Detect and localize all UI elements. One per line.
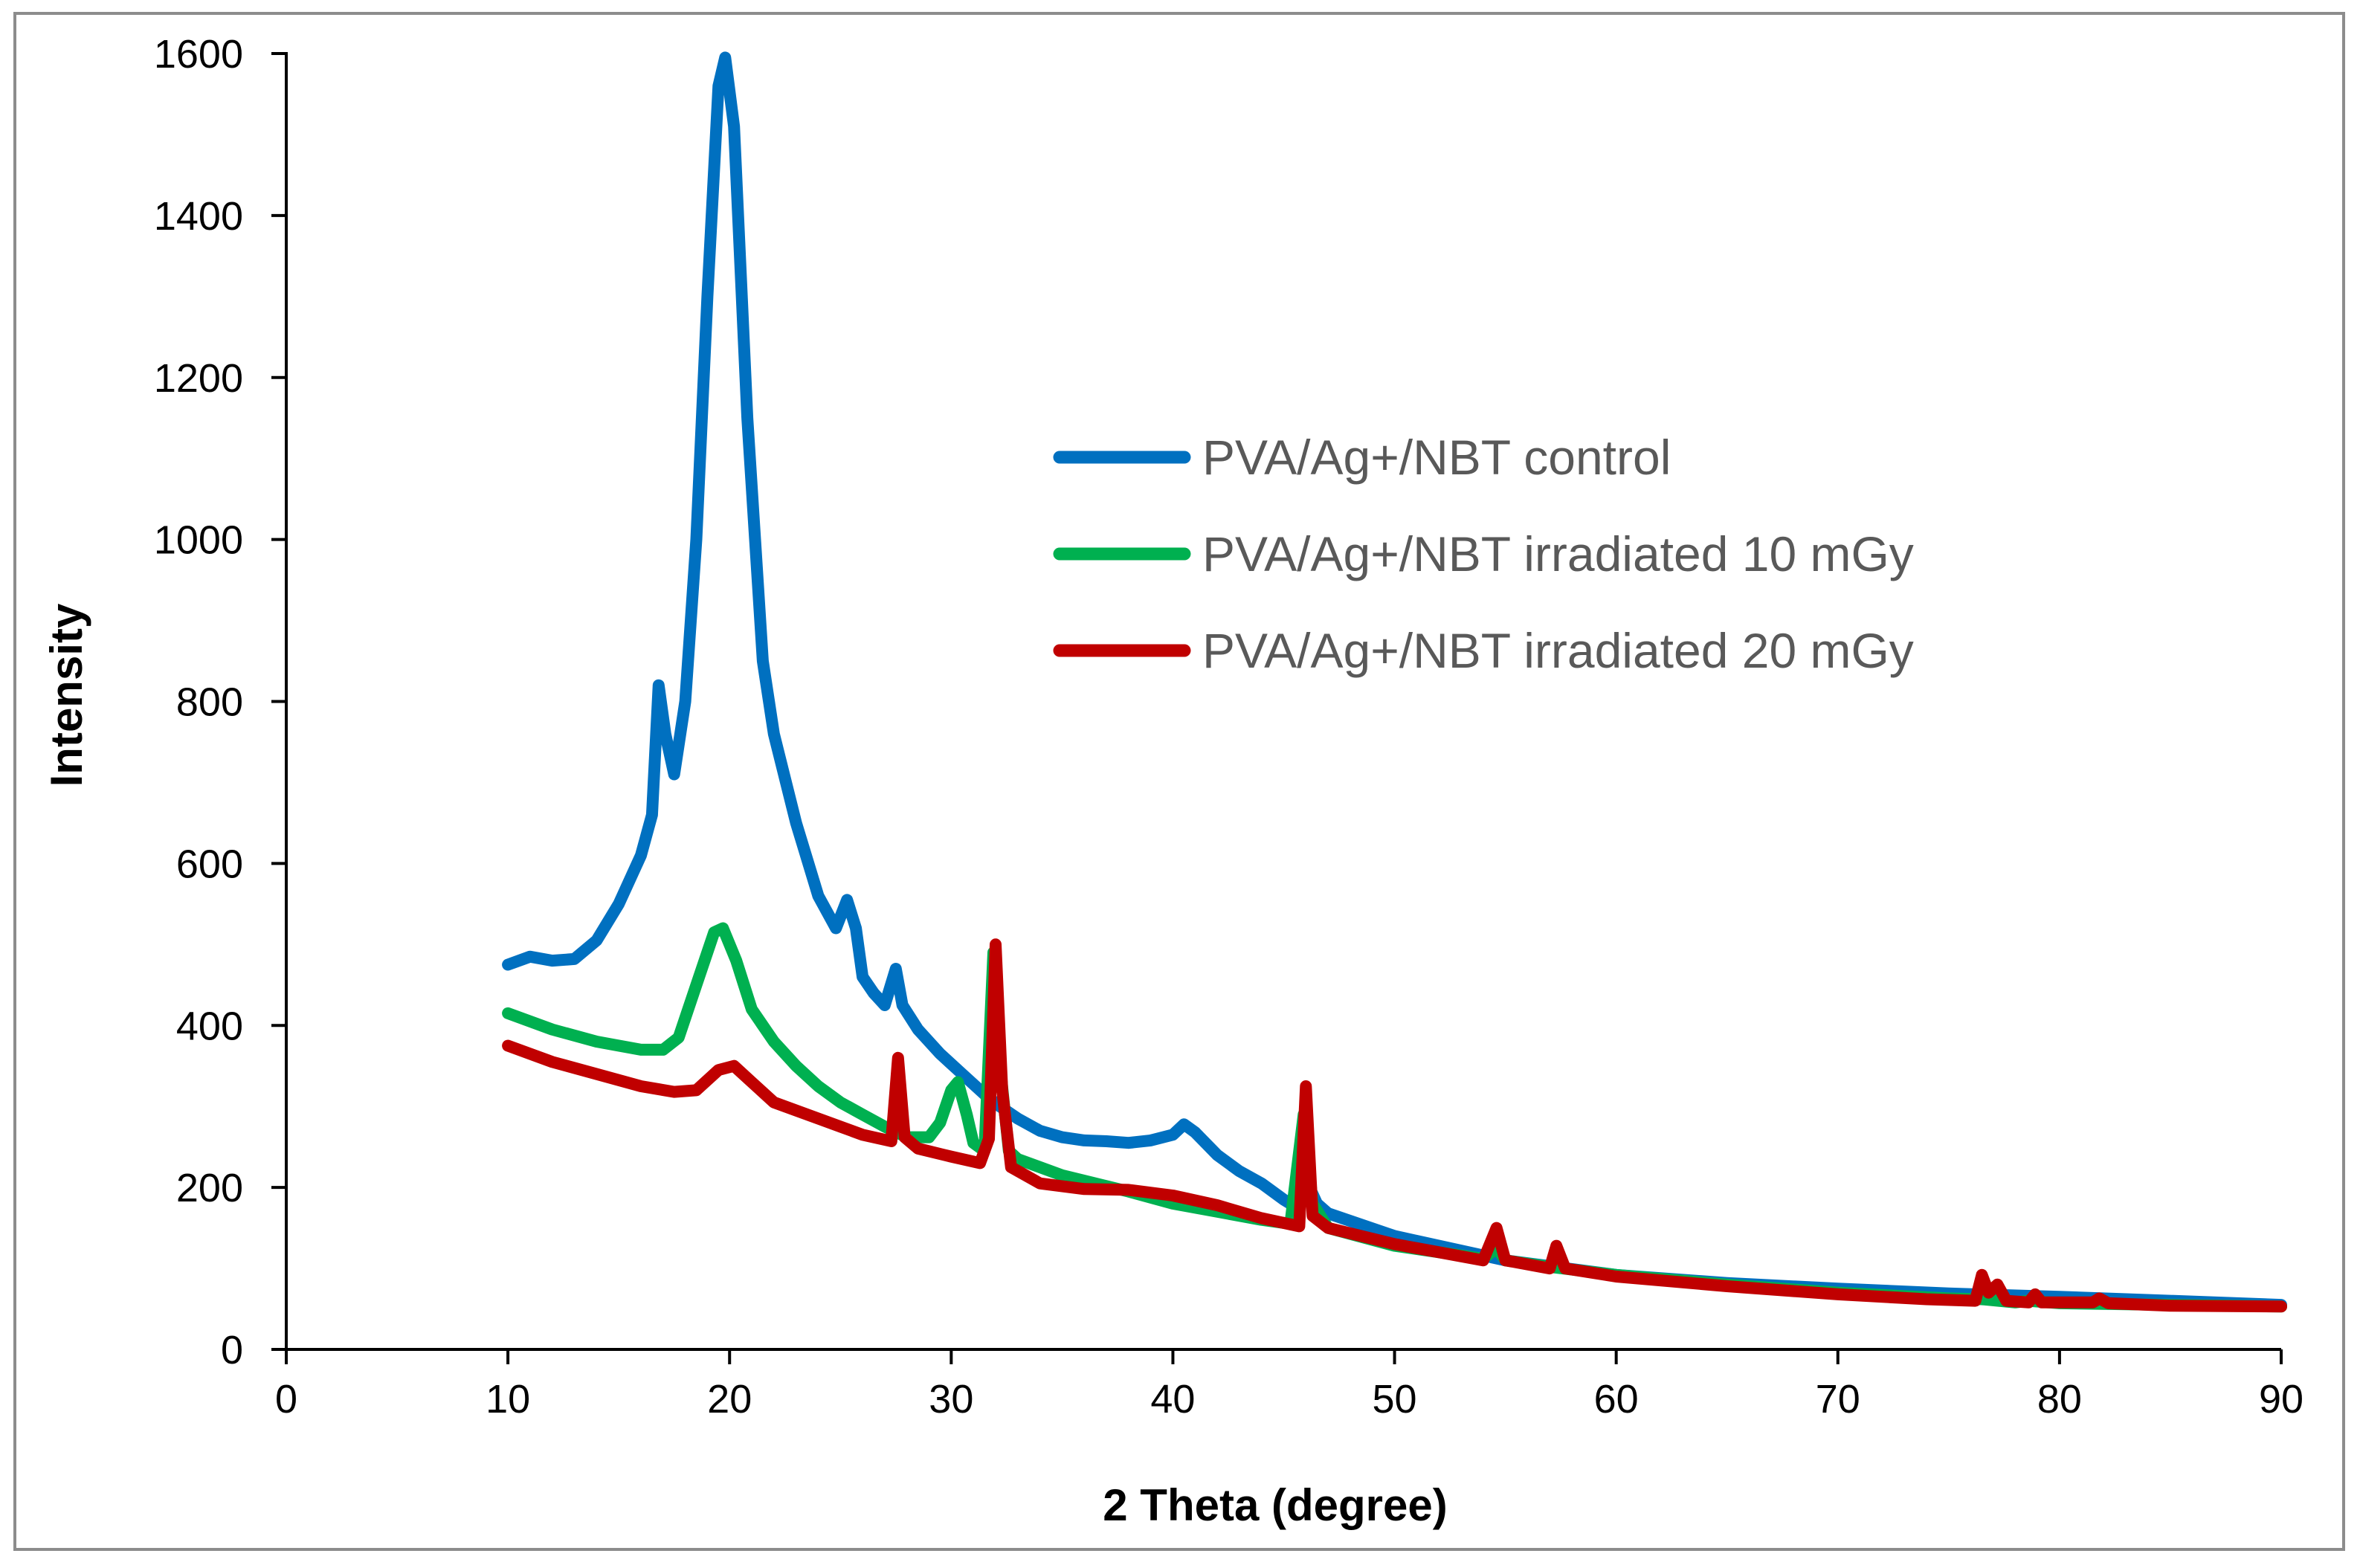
y-axis-title: Intensity [42,603,91,787]
series-line-3 [502,938,2287,1313]
x-tick-label: 30 [929,1377,973,1422]
x-tick-label: 0 [275,1377,297,1422]
x-tick-label: 50 [1373,1377,1417,1422]
y-tick-label: 0 [221,1328,243,1372]
y-tick-label: 1600 [154,32,243,77]
y-tick-label: 1000 [154,518,243,563]
axes: 0 200 400 600 800 1000 1200 1400 1600 0 10 20 30 40 50… [154,32,2303,1422]
y-tick-label: 1200 [154,356,243,401]
x-tick-label: 80 [2037,1377,2082,1422]
x-axis-title: 2 Theta (degree) [1103,1480,1447,1530]
x-tick-label: 60 [1594,1377,1639,1422]
y-tick-label: 1400 [154,194,243,239]
legend-label-1: PVA/Ag+/NBT control [1202,430,1671,485]
legend-label-2: PVA/Ag+/NBT irradiated 10 mGy [1202,526,1914,581]
y-tick-label: 600 [176,842,243,886]
legend-label-3: PVA/Ag+/NBT irradiated 20 mGy [1202,623,1914,678]
legend: PVA/Ag+/NBT control PVA/Ag+/NBT irradiate… [1053,430,1914,678]
plot-lines [502,51,2287,1313]
y-tick-label: 400 [176,1004,243,1048]
y-tick-label: 800 [176,680,243,725]
y-tick-label: 200 [176,1166,243,1210]
x-tick-label: 70 [1816,1377,1860,1422]
x-tick-label: 10 [486,1377,530,1422]
series-line-1 [502,51,2287,1311]
x-tick-label: 20 [707,1377,752,1422]
x-tick-label: 90 [2259,1377,2303,1422]
x-tick-label: 40 [1150,1377,1195,1422]
